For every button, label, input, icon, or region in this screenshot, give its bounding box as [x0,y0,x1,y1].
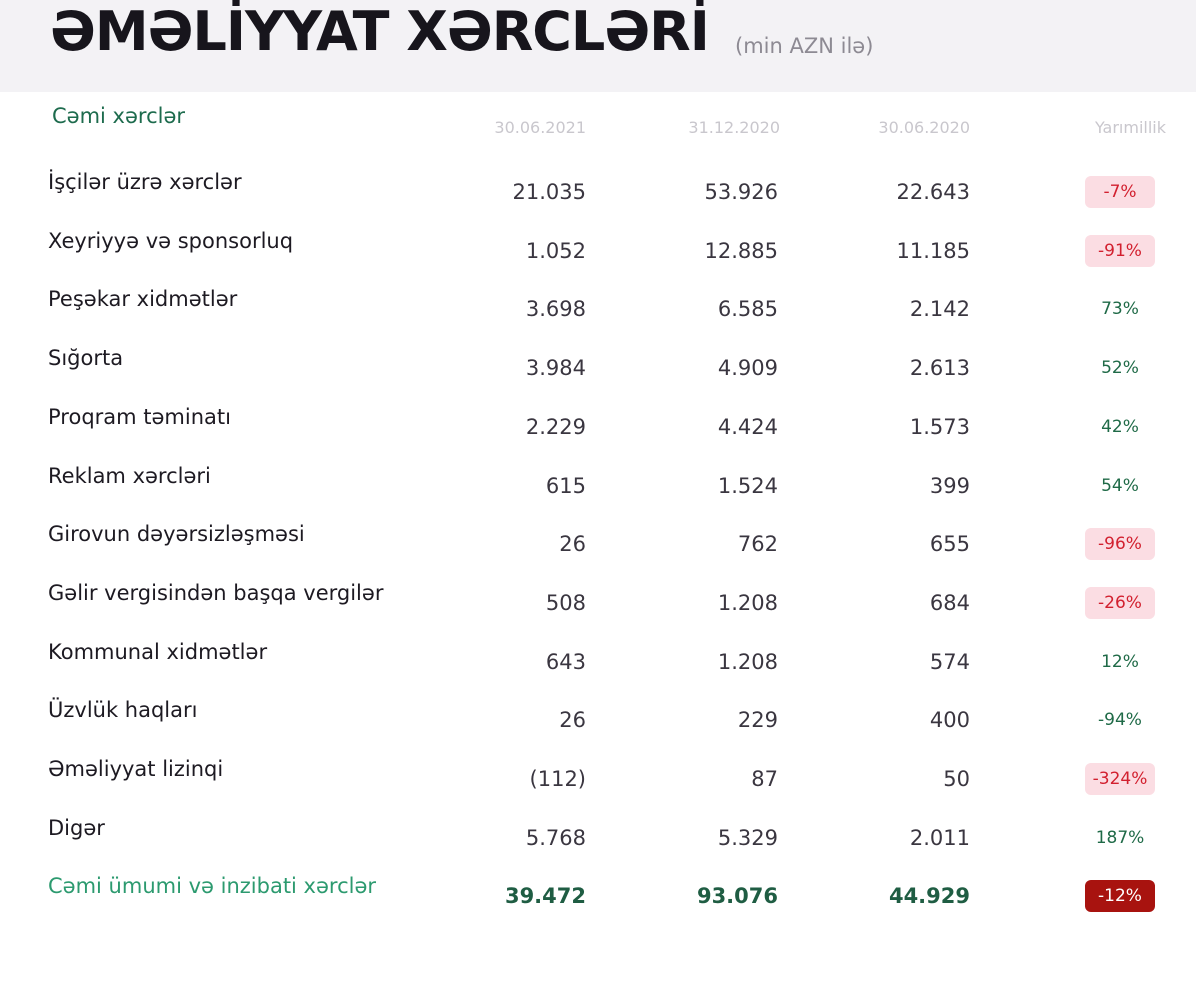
row-value: 6.585 [717,297,778,322]
table-row: Əməliyyat lizinqi (112) 87 50 -324% [0,757,1196,797]
row-value: 5.329 [717,825,778,850]
table-row: Kommunal xidmətlər 643 1.208 574 12% [0,640,1196,680]
row-label: Əməliyyat lizinqi [48,757,224,781]
table-row: Peşəkar xidmətlər 3.698 6.585 2.142 73% [0,287,1196,327]
change-badge: -7% [1085,176,1155,208]
table-header-label: Cəmi xərclər [52,104,186,128]
row-value: 1.208 [717,590,778,615]
row-label: İşçilər üzrə xərclər [48,170,242,194]
row-label: Üzvlük haqları [48,698,198,723]
row-value: 2.613 [909,356,970,381]
row-value: 508 [545,590,586,615]
row-value: 22.643 [896,180,970,204]
change-badge: 12% [1101,651,1139,672]
column-header: 30.06.2020 [878,118,970,137]
table-row: Xeyriyyə və sponsorluq 1.052 12.885 11.185 -… [0,229,1196,269]
row-value: 1.524 [717,473,778,498]
row-label: Sığorta [48,346,124,371]
table-row: Digər 5.768 5.329 2.011 187% [0,816,1196,856]
row-label: Peşəkar xidmətlər [48,287,238,312]
table-row: İşçilər üzrə xərclər 21.035 53.926 22.643 -7… [0,170,1196,210]
row-value: 762 [737,532,778,557]
row-value: 1.052 [525,238,586,263]
row-value: 21.035 [512,180,586,204]
column-header: Yarımillik [1094,118,1166,137]
row-value: 26 [559,708,586,733]
row-value: 1.208 [717,649,778,674]
page-subtitle: (min AZN ilə) [735,34,874,58]
table-row: Üzvlük haqları 26 229 400 -94% [0,698,1196,738]
change-badge: 52% [1101,358,1139,379]
row-label: Reklam xərcləri [48,463,211,488]
row-label: Gəlir vergisindən başqa vergilər [48,580,384,605]
column-header: 30.06.2021 [494,118,586,137]
change-badge: 73% [1101,299,1139,320]
row-value: 93.076 [696,884,778,909]
table-row: Gəlir vergisindən başqa vergilər 508 1.208… [0,581,1196,621]
row-value: 12.885 [704,238,778,263]
row-value: 4.424 [717,414,778,439]
change-badge: -96% [1085,528,1155,561]
change-badge: 54% [1101,475,1139,496]
table-row: Girovun dəyərsizləşməsi 26 762 655 -96% [0,522,1196,562]
column-header: 31.12.2020 [688,118,780,137]
change-badge: -94% [1098,710,1142,731]
table-row: Proqram təminatı 2.229 4.424 1.573 42% [0,405,1196,445]
row-value: 4.909 [717,356,778,381]
row-value: 2.229 [525,414,586,439]
change-badge: 187% [1095,827,1145,848]
row-value: 2.142 [909,297,970,322]
table-row: Sığorta 3.984 4.909 2.613 52% [0,346,1196,386]
row-value: 684 [929,590,970,615]
row-label: Digər [48,815,105,840]
row-value: 53.926 [704,180,778,204]
change-badge: -324% [1085,763,1155,795]
page-title: ƏMƏLİYYAT XƏRCLƏRİ [50,0,710,63]
row-value: 5.768 [525,825,586,850]
row-value: 87 [751,767,778,791]
row-value: 50 [943,767,970,791]
row-value: 643 [545,649,586,674]
title-band [0,0,1196,92]
row-value: 3.984 [525,356,586,381]
row-label: Kommunal xidmətlər [48,639,268,664]
row-value: 229 [737,708,778,733]
row-value: 2.011 [909,825,970,850]
table-row: Reklam xərcləri 615 1.524 399 54% [0,464,1196,504]
row-value: 400 [929,708,970,733]
row-value: 3.698 [525,297,586,322]
row-value: 44.929 [888,884,970,909]
change-badge: -91% [1085,234,1155,267]
row-label: Cəmi ümumi və inzibati xərclər [48,874,377,899]
row-label: Girovun dəyərsizləşməsi [48,522,305,547]
change-badge: 42% [1101,416,1139,437]
row-value: 399 [929,473,970,498]
total-row: Cəmi ümumi və inzibati xərclər 39.472 93.0… [0,874,1196,914]
change-badge: -26% [1085,586,1155,619]
row-value: 39.472 [504,884,586,909]
row-value: 26 [559,532,586,557]
row-value: 1.573 [909,414,970,439]
row-value: 655 [929,532,970,557]
row-label: Proqram təminatı [48,404,231,429]
row-value: 615 [545,473,586,498]
row-label: Xeyriyyə və sponsorluq [48,228,294,253]
row-value: (112) [529,767,586,791]
change-badge: -12% [1085,880,1155,913]
row-value: 574 [929,649,970,674]
row-value: 11.185 [896,238,970,263]
